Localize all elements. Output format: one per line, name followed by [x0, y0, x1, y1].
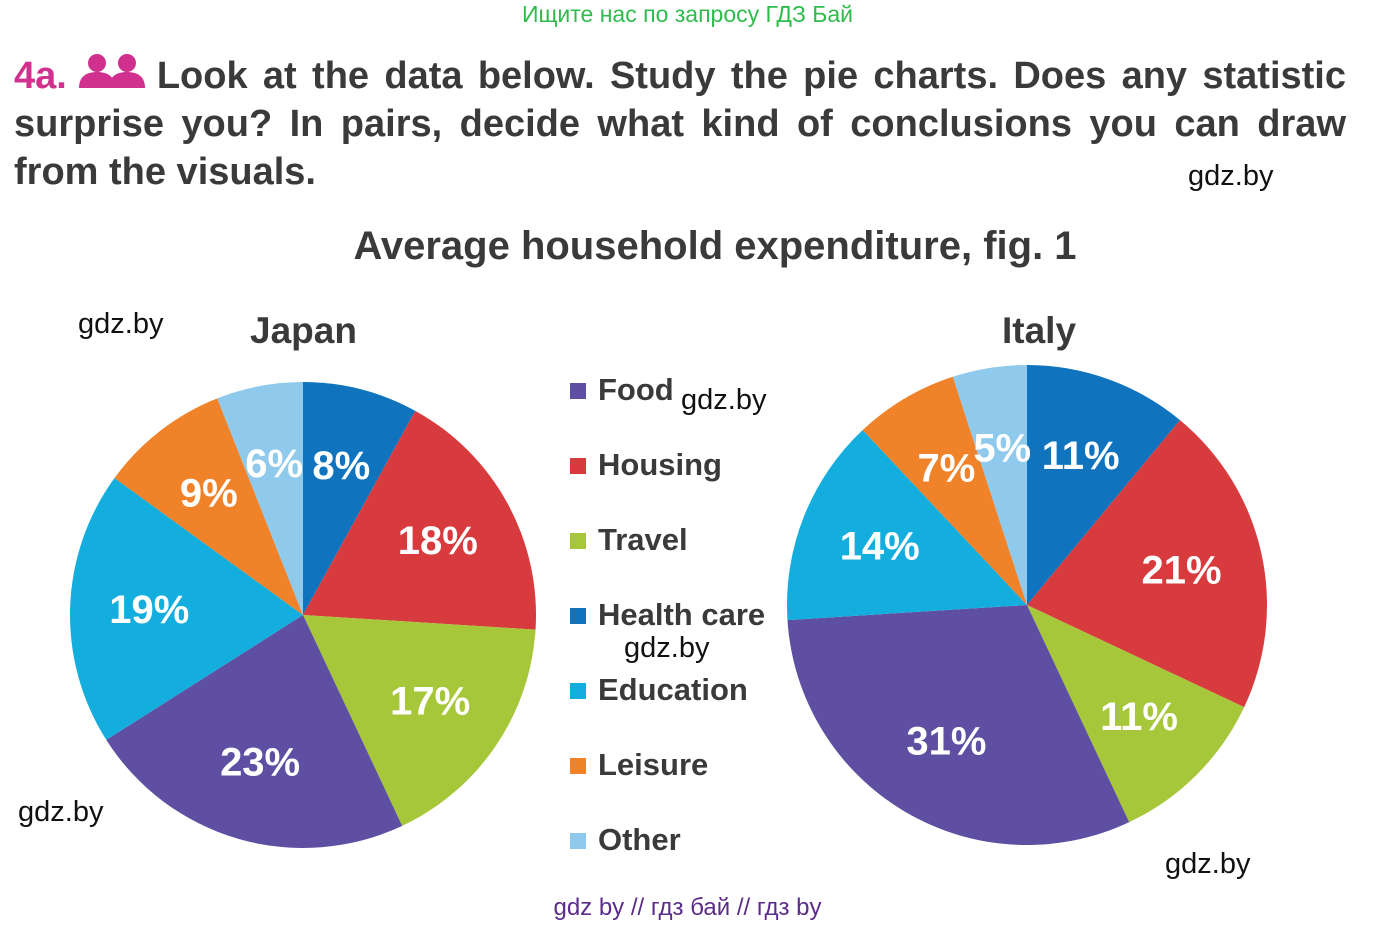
- legend-label-travel: Travel: [598, 522, 688, 557]
- japan-label-leisure: 9%: [180, 471, 238, 515]
- watermark: gdz.by: [681, 384, 767, 416]
- japan-slice-health-care: [303, 382, 416, 615]
- japan-label-other: 6%: [245, 442, 303, 486]
- japan-slice-leisure: [114, 398, 303, 615]
- legend-label-other: Other: [598, 822, 681, 857]
- japan-label-travel: 17%: [390, 679, 470, 723]
- watermark: gdz.by: [1188, 160, 1274, 192]
- watermark: gdz.by: [1165, 848, 1251, 880]
- legend-swatch-other: [570, 833, 586, 849]
- japan-slice-other: [217, 382, 303, 615]
- task-text: Look at the data below. Study the pie ch…: [14, 55, 1346, 193]
- italy-label-food: 31%: [906, 719, 986, 763]
- japan-pie-chart: 8% 18% 17% 23% 19% 9%6%: [70, 382, 536, 848]
- task-number: 4a.: [14, 55, 67, 97]
- japan-slice-education: [70, 478, 303, 740]
- legend-label-education: Education: [598, 672, 748, 707]
- japan-label-health-care: 8%: [312, 444, 370, 488]
- japan-label-education: 19%: [109, 588, 189, 632]
- italy-slice-leisure: [862, 376, 1027, 605]
- japan-pie-title: Japan: [250, 310, 357, 351]
- japan-label-housing: 18%: [398, 519, 478, 563]
- legend-swatch-food: [570, 383, 586, 399]
- italy-slice-other: [952, 365, 1027, 605]
- italy-label-other: 5%: [973, 427, 1031, 471]
- legend-swatch-travel: [570, 533, 586, 549]
- japan-slice-travel: [303, 615, 536, 826]
- japan-slice-housing: [303, 410, 536, 630]
- italy-slice-travel: [1027, 605, 1245, 823]
- legend-label-housing: Housing: [598, 447, 722, 482]
- legend-label-food: Food: [598, 372, 674, 407]
- top-search-note: Ищите нас по запросу ГДЗ Бай: [521, 1, 854, 27]
- pair-work-icon: [77, 52, 147, 90]
- japan-slice-food: [106, 615, 403, 848]
- italy-label-health-care: 11%: [1042, 434, 1120, 478]
- legend-label-leisure: Leisure: [598, 747, 709, 782]
- italy-label-housing: 21%: [1142, 548, 1222, 592]
- figure-title: Average household expenditure, fig. 1: [353, 224, 1077, 268]
- italy-pie-chart: 11% 21% 11% 31% 14% 7%5%: [787, 365, 1267, 845]
- italy-slice-health-care: [1027, 365, 1180, 605]
- watermark: gdz.by: [78, 308, 164, 340]
- watermark: gdz.by: [624, 632, 710, 664]
- legend-swatch-health-care: [570, 608, 586, 624]
- italy-slice-education: [787, 430, 1027, 621]
- italy-label-travel: 11%: [1100, 695, 1178, 739]
- italy-slice-housing: [1027, 420, 1267, 708]
- italy-pie-title: Italy: [1002, 310, 1077, 351]
- task-instruction: 4a. Look at the data below. Study the pi…: [14, 52, 1346, 196]
- italy-label-leisure: 7%: [917, 447, 975, 491]
- legend-swatch-leisure: [570, 758, 586, 774]
- legend-swatch-housing: [570, 458, 586, 474]
- legend-label-health-care: Health care: [598, 597, 766, 632]
- footer-links: gdz by // гдз бай // гдз by: [553, 894, 822, 921]
- japan-label-food: 23%: [220, 741, 300, 785]
- legend-swatch-education: [570, 683, 586, 699]
- italy-slice-food: [787, 605, 1130, 845]
- italy-label-education: 14%: [840, 525, 920, 569]
- watermark: gdz.by: [18, 796, 104, 828]
